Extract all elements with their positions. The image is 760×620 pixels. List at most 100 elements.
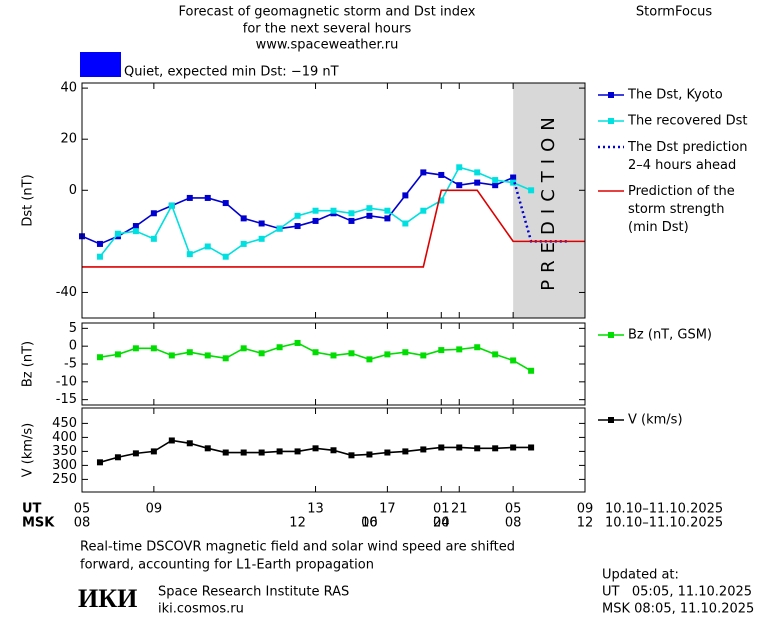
data-point xyxy=(96,354,103,361)
data-point xyxy=(456,182,463,189)
data-point xyxy=(186,251,193,258)
data-point xyxy=(492,445,499,452)
panel-frame xyxy=(81,322,586,406)
data-point xyxy=(312,445,319,452)
legend-label: Bz (nT, GSM) xyxy=(628,328,712,343)
legend-label: V (km/s) xyxy=(628,413,683,428)
x2-tick-label: 08 xyxy=(505,516,522,531)
data-point xyxy=(366,356,373,363)
data-point xyxy=(96,459,103,466)
data-point xyxy=(474,169,481,176)
data-point xyxy=(474,445,481,452)
y-tick-label: -5 xyxy=(64,357,77,372)
data-point xyxy=(240,215,247,222)
title-line: Forecast of geomagnetic storm and Dst in… xyxy=(178,5,475,20)
data-point xyxy=(294,448,301,455)
data-point xyxy=(492,177,499,184)
x2-tick-label: 04 xyxy=(433,516,450,531)
data-point xyxy=(204,352,211,359)
data-point xyxy=(366,212,373,219)
y-tick-label: 0 xyxy=(69,339,77,354)
x-tick-label: 13 xyxy=(307,502,324,517)
x-tick-label: 09 xyxy=(577,502,594,517)
data-point xyxy=(492,351,499,358)
data-point xyxy=(294,223,301,230)
x-tick-label: 17 xyxy=(379,502,396,517)
data-point xyxy=(420,169,427,176)
data-point xyxy=(348,210,355,217)
data-point xyxy=(258,449,265,456)
x2-range: 10.10–11.10.2025 xyxy=(605,516,723,531)
data-point xyxy=(276,448,283,455)
data-point xyxy=(312,349,319,356)
prediction-band xyxy=(513,83,585,318)
data-point xyxy=(114,230,121,237)
data-point xyxy=(186,440,193,447)
data-point xyxy=(384,449,391,456)
legend-label: The Dst prediction 2–4 hours ahead xyxy=(627,140,748,173)
x2-tick-label: 20 xyxy=(433,516,450,531)
data-point xyxy=(474,179,481,186)
data-point xyxy=(384,351,391,358)
data-point xyxy=(456,164,463,171)
data-point xyxy=(186,349,193,356)
data-point xyxy=(420,207,427,214)
logo: ИКИ xyxy=(78,584,137,613)
legend-label: The Dst, Kyoto xyxy=(627,88,723,103)
y-tick-label: 350 xyxy=(52,444,77,459)
y-tick-label: 0 xyxy=(69,183,77,198)
updated-label: Updated at: xyxy=(602,568,679,583)
data-point xyxy=(402,349,409,356)
y-axis-label: Bz (nT) xyxy=(21,341,36,387)
updated-ut: UT 05:05, 11.10.2025 xyxy=(602,585,752,600)
data-point xyxy=(348,452,355,459)
x2-axis-label: MSK xyxy=(22,516,55,531)
x-tick-label: 09 xyxy=(146,502,163,517)
data-point xyxy=(258,350,265,357)
data-point xyxy=(528,444,535,451)
status-text: Quiet, expected min Dst: −19 nT xyxy=(124,65,339,80)
data-point xyxy=(384,207,391,214)
institute-site: iki.cosmos.ru xyxy=(158,602,244,617)
y-tick-label: -15 xyxy=(56,392,77,407)
data-point xyxy=(222,253,229,260)
y-tick-label: -10 xyxy=(56,374,77,389)
data-point xyxy=(438,197,445,204)
prediction-label: PREDICTION xyxy=(538,110,559,290)
data-point xyxy=(402,448,409,455)
data-point xyxy=(258,235,265,242)
data-point xyxy=(330,447,337,454)
data-point xyxy=(330,352,337,359)
data-point xyxy=(150,448,157,455)
data-point xyxy=(510,357,517,364)
legend-marker xyxy=(608,332,614,338)
data-point xyxy=(258,220,265,227)
data-point xyxy=(204,194,211,201)
data-point xyxy=(294,339,301,346)
data-point xyxy=(294,212,301,219)
data-point xyxy=(204,445,211,452)
y-tick-label: 40 xyxy=(60,81,77,96)
data-point xyxy=(474,344,481,351)
data-point xyxy=(402,220,409,227)
data-point xyxy=(150,345,157,352)
footer-note: forward, accounting for L1-Earth propaga… xyxy=(80,558,374,573)
data-point xyxy=(204,243,211,250)
data-point xyxy=(438,171,445,178)
data-point xyxy=(168,352,175,359)
y-axis-label: Dst (nT) xyxy=(21,174,36,226)
data-point xyxy=(456,444,463,451)
data-point xyxy=(168,437,175,444)
institute: Space Research Institute RAS xyxy=(158,585,349,600)
data-point xyxy=(510,174,517,181)
y-tick-label: 20 xyxy=(60,132,77,147)
data-point xyxy=(366,205,373,212)
data-point xyxy=(312,207,319,214)
legend-marker xyxy=(608,417,614,423)
data-point xyxy=(222,355,229,362)
title-line: for the next several hours xyxy=(243,22,412,37)
panel-frame xyxy=(81,82,586,319)
data-point xyxy=(132,345,139,352)
data-point xyxy=(348,350,355,357)
